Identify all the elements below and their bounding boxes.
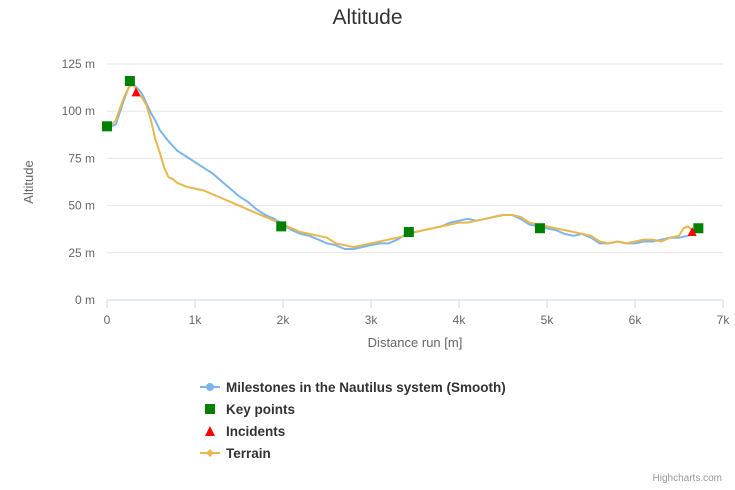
legend-label: Milestones in the Nautilus system (Smoot… (226, 379, 506, 395)
series-layer (102, 75, 704, 250)
y-axis-title: Altitude (21, 160, 36, 203)
y-tick-label: 100 m (62, 104, 95, 118)
x-tick-label: 7k (717, 313, 731, 327)
y-tick-label: 75 m (68, 151, 95, 165)
altitude-chart: 0 m 25 m 50 m 75 m 100 m 125 m 0 1k 2k 3k 4k 5k 6k 7… (21, 57, 731, 350)
key-point-marker[interactable] (693, 223, 704, 234)
y-tick-label: 125 m (62, 57, 95, 71)
legend-label: Key points (226, 401, 296, 417)
series-line-milestones (106, 83, 698, 250)
legend-item-incidents[interactable]: Incidents (200, 420, 506, 442)
line-circle-icon (200, 380, 220, 394)
x-tick-label: 6k (629, 313, 643, 327)
chart-title: Altitude (332, 6, 403, 29)
x-tick-label: 5k (541, 313, 555, 327)
y-tick-label: 25 m (68, 246, 95, 260)
x-tick-label: 4k (453, 313, 467, 327)
legend-label: Terrain (226, 445, 271, 461)
legend: Milestones in the Nautilus system (Smoot… (200, 376, 506, 464)
x-axis-ticks: 0 1k 2k 3k 4k 5k 6k 7k (104, 300, 731, 327)
legend-item-milestones[interactable]: Milestones in the Nautilus system (Smoot… (200, 376, 506, 398)
y-tick-label: 50 m (68, 199, 95, 213)
y-tick-label: 0 m (75, 293, 95, 307)
x-axis-title: Distance run [m] (368, 335, 463, 350)
key-point-marker[interactable] (124, 75, 135, 86)
key-point-marker[interactable] (102, 121, 112, 132)
credits-link[interactable]: Highcharts.com (652, 473, 722, 484)
incident-marker[interactable] (131, 87, 141, 97)
x-tick-label: 1k (189, 313, 203, 327)
incident-marker[interactable] (687, 227, 697, 237)
legend-item-key-points[interactable]: Key points (200, 398, 506, 420)
grid-lines (107, 63, 723, 254)
series-line-terrain (106, 83, 697, 249)
legend-item-terrain[interactable]: Terrain (200, 442, 506, 464)
x-tick-label: 3k (365, 313, 379, 327)
x-tick-label: 2k (277, 313, 291, 327)
line-diamond-icon (200, 446, 220, 460)
key-point-marker[interactable] (534, 223, 545, 234)
y-axis-ticks: 0 m 25 m 50 m 75 m 100 m 125 m (62, 57, 95, 307)
key-point-marker[interactable] (276, 221, 287, 232)
triangle-icon (200, 424, 220, 438)
square-icon (200, 402, 220, 416)
key-point-marker[interactable] (403, 227, 414, 238)
legend-label: Incidents (226, 423, 286, 439)
x-tick-label: 0 (104, 313, 111, 327)
